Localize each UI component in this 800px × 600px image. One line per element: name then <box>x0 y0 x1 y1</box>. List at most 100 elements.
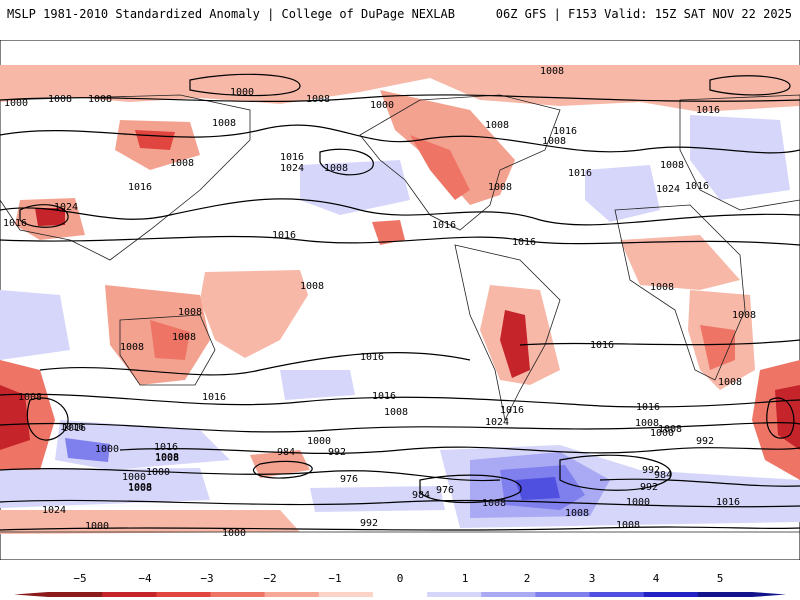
isobar-label: 1016 <box>360 352 384 363</box>
isobar-label: 1008 <box>172 332 196 343</box>
isobar-line <box>39 351 471 376</box>
australia-outline <box>119 314 216 386</box>
isobar-label: 1000 <box>95 444 119 455</box>
isobar-closed-high <box>319 148 374 176</box>
africa-outline <box>614 204 746 381</box>
isobar-label: 1016 <box>512 237 536 248</box>
isobar-closed-high <box>19 204 69 228</box>
colorbar-swatch <box>372 592 428 597</box>
isobar-label: 1008 <box>384 407 408 418</box>
isobar-label: 1000 <box>222 528 246 539</box>
isobar-label: 1008 <box>128 483 152 494</box>
isobar-label: 1000 <box>146 467 170 478</box>
isobar-label: 1024 <box>42 505 66 516</box>
colorbar-tick: −3 <box>200 572 213 585</box>
isobar-label: 1024 <box>656 184 680 195</box>
isobar-label: 1016 <box>590 340 614 351</box>
isobar-label: 1016 <box>62 423 86 434</box>
isobar-label: 1016 <box>500 405 524 416</box>
isobar-label: 984 <box>412 490 430 501</box>
colorbar-swatch <box>102 592 157 597</box>
isobar-label: 1008 <box>540 66 564 77</box>
isobar-line <box>0 526 800 531</box>
isobar-label: 1008 <box>48 94 72 105</box>
isobar-closed-low <box>419 474 522 504</box>
isobar-label: 1016 <box>272 230 296 241</box>
coastlines <box>0 94 800 533</box>
isobar-label: 1008 <box>212 118 236 129</box>
colorbar-swatches <box>14 592 786 597</box>
isobar-label: 1000 <box>230 87 254 98</box>
colorbar-tick: 4 <box>653 572 660 585</box>
colorbar-swatch <box>535 592 591 597</box>
isobar-label: 1008 <box>128 482 152 493</box>
isobar-label: 1024 <box>54 202 78 213</box>
isobar-closed-high <box>189 73 301 97</box>
isobar-label: 992 <box>642 465 660 476</box>
isobar-line <box>0 198 800 226</box>
isobar-label: 1008 <box>324 163 348 174</box>
isobar-label: 1016 <box>696 105 720 116</box>
isobar-label: 1008 <box>18 392 42 403</box>
isobar-label: 1016 <box>154 442 178 453</box>
isobar-label: 1008 <box>542 136 566 147</box>
isobar-label: 976 <box>340 474 358 485</box>
isobar-label: 1008 <box>565 508 589 519</box>
colorbar-swatch <box>156 592 211 597</box>
isobar-label: 1016 <box>636 402 660 413</box>
isobar-contours <box>0 73 800 531</box>
isobar-label: 1016 <box>128 182 152 193</box>
colorbar-tick: 2 <box>524 572 531 585</box>
isobar-label: 992 <box>360 518 378 529</box>
isobar-label: 1000 <box>626 497 650 508</box>
isobar-label: 1008 <box>635 418 659 429</box>
isobar-label: 1008 <box>88 94 112 105</box>
isobar-label: 1008 <box>718 377 742 388</box>
isobar-label: 1016 <box>432 220 456 231</box>
isobar-line <box>119 446 800 454</box>
colorbar-max-arrow <box>752 592 786 597</box>
isobar-label: 1000 <box>650 428 674 439</box>
isobar-label: 1008 <box>488 182 512 193</box>
isobar-label: 992 <box>328 447 346 458</box>
eurasia-west-outline <box>0 94 251 261</box>
isobar-label: 1000 <box>370 100 394 111</box>
isobar-label: 1008 <box>482 498 506 509</box>
isobar-label: 1008 <box>178 307 202 318</box>
isobar-line <box>599 478 800 487</box>
colorbar-swatch <box>48 592 103 597</box>
isobar-label: 1008 <box>155 452 179 463</box>
isobar-label: 1008 <box>650 282 674 293</box>
isobar-label: 1008 <box>120 342 144 353</box>
isobar-line <box>0 94 800 103</box>
isobar-label: 1008 <box>732 310 756 321</box>
isobar-label: 1008 <box>170 158 194 169</box>
isobar-label: 1000 <box>307 436 331 447</box>
isobar-line <box>0 468 501 482</box>
isobar-label: 1024 <box>485 417 509 428</box>
isobar-label: 1008 <box>300 281 324 292</box>
isobar-label: 1016 <box>716 497 740 508</box>
isobar-label: 1016 <box>60 422 84 433</box>
isobar-label: 976 <box>436 485 454 496</box>
isobar-line <box>0 422 800 433</box>
colorbar-swatch <box>481 592 536 597</box>
isobar-label: 992 <box>696 436 714 447</box>
colorbar-tick-labels: −5 −4 −3 −2 −1 0 1 2 3 4 5 <box>73 572 723 585</box>
isobar-line <box>0 124 800 154</box>
isobar-label: 1016 <box>553 126 577 137</box>
south-america-outline <box>454 244 561 422</box>
isobar-label: 1016 <box>202 392 226 403</box>
isobar-line <box>0 235 800 246</box>
colorbar-tick: −1 <box>328 572 341 585</box>
colorbar-tick: −5 <box>73 572 86 585</box>
title-bar: MSLP 1981-2010 Standardized Anomaly | Co… <box>0 0 800 30</box>
product-title: MSLP 1981-2010 Standardized Anomaly | Co… <box>7 7 455 21</box>
colorbar-tick: 5 <box>717 572 724 585</box>
isobar-closed-high <box>766 397 795 439</box>
isobar-labels: 1000 1008 1008 1000 1008 1008 1000 1008 … <box>3 66 756 539</box>
isobar-label: 992 <box>640 482 658 493</box>
isobar-closed-high <box>709 75 791 96</box>
isobar-label: 1000 <box>85 521 109 532</box>
isobar-label: 1000 <box>4 98 28 109</box>
